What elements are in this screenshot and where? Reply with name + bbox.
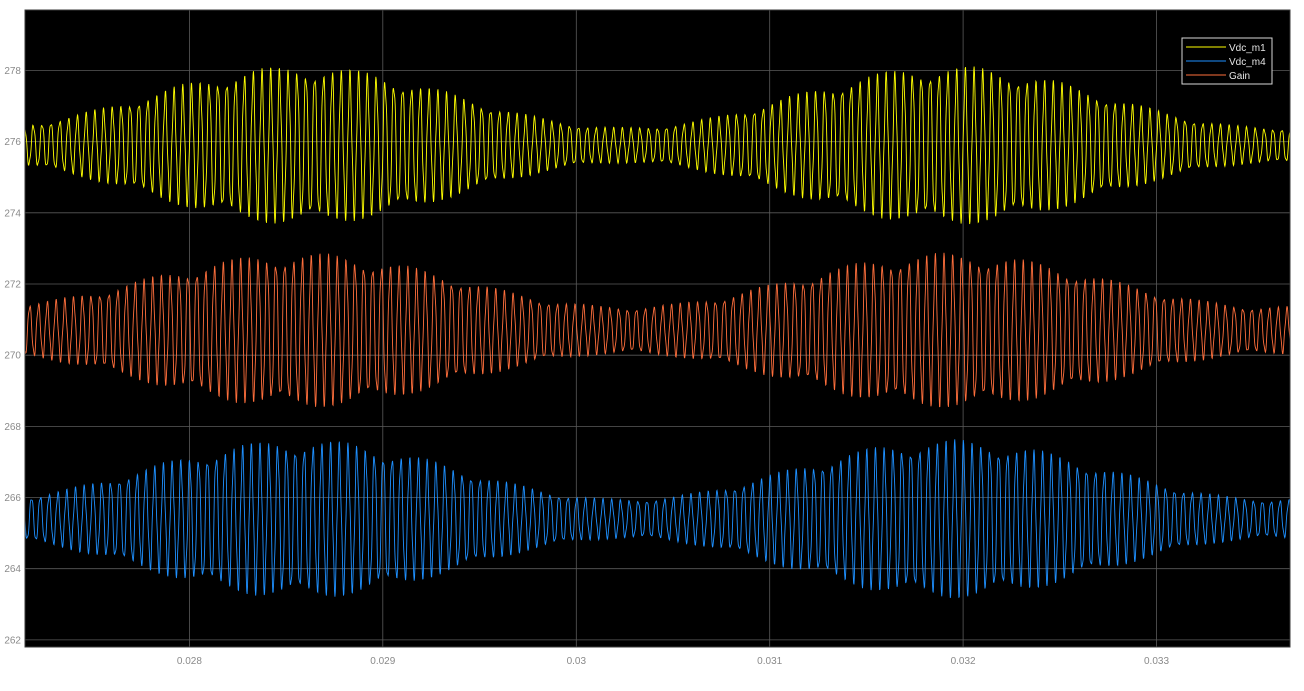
y-tick-label: 262 [4, 635, 21, 646]
legend-label-gain: Gain [1229, 71, 1250, 82]
y-tick-label: 272 [4, 280, 21, 291]
y-tick-label: 274 [4, 208, 21, 219]
legend: Vdc_m1 Vdc_m4 Gain [1181, 37, 1273, 85]
plot-border [24, 9, 1291, 648]
y-tick-label: 268 [4, 422, 21, 433]
legend-label-vdc-m1: Vdc_m1 [1229, 43, 1266, 54]
x-tick-label: 0.032 [951, 656, 976, 667]
series-vdc-m4 [24, 439, 1291, 599]
legend-label-vdc-m4: Vdc_m4 [1229, 57, 1266, 68]
y-tick-label: 266 [4, 493, 21, 504]
series-vdc-m1 [24, 66, 1291, 225]
x-tick-label: 0.03 [567, 656, 587, 667]
x-tick-label: 0.031 [757, 656, 782, 667]
y-tick-label: 264 [4, 564, 21, 575]
tick-labels: 0.028 0.029 0.03 0.031 0.032 0.033 262 264 266 26… [4, 66, 1169, 667]
series-traces [24, 66, 1291, 599]
series-gain [24, 252, 1291, 408]
y-tick-label: 276 [4, 137, 21, 148]
x-tick-label: 0.028 [177, 656, 202, 667]
plot-background [25, 10, 1290, 647]
x-tick-label: 0.033 [1144, 656, 1169, 667]
x-tick-label: 0.029 [370, 656, 395, 667]
y-tick-label: 278 [4, 66, 21, 77]
grid-lines [25, 10, 1290, 647]
y-tick-label: 270 [4, 351, 21, 362]
